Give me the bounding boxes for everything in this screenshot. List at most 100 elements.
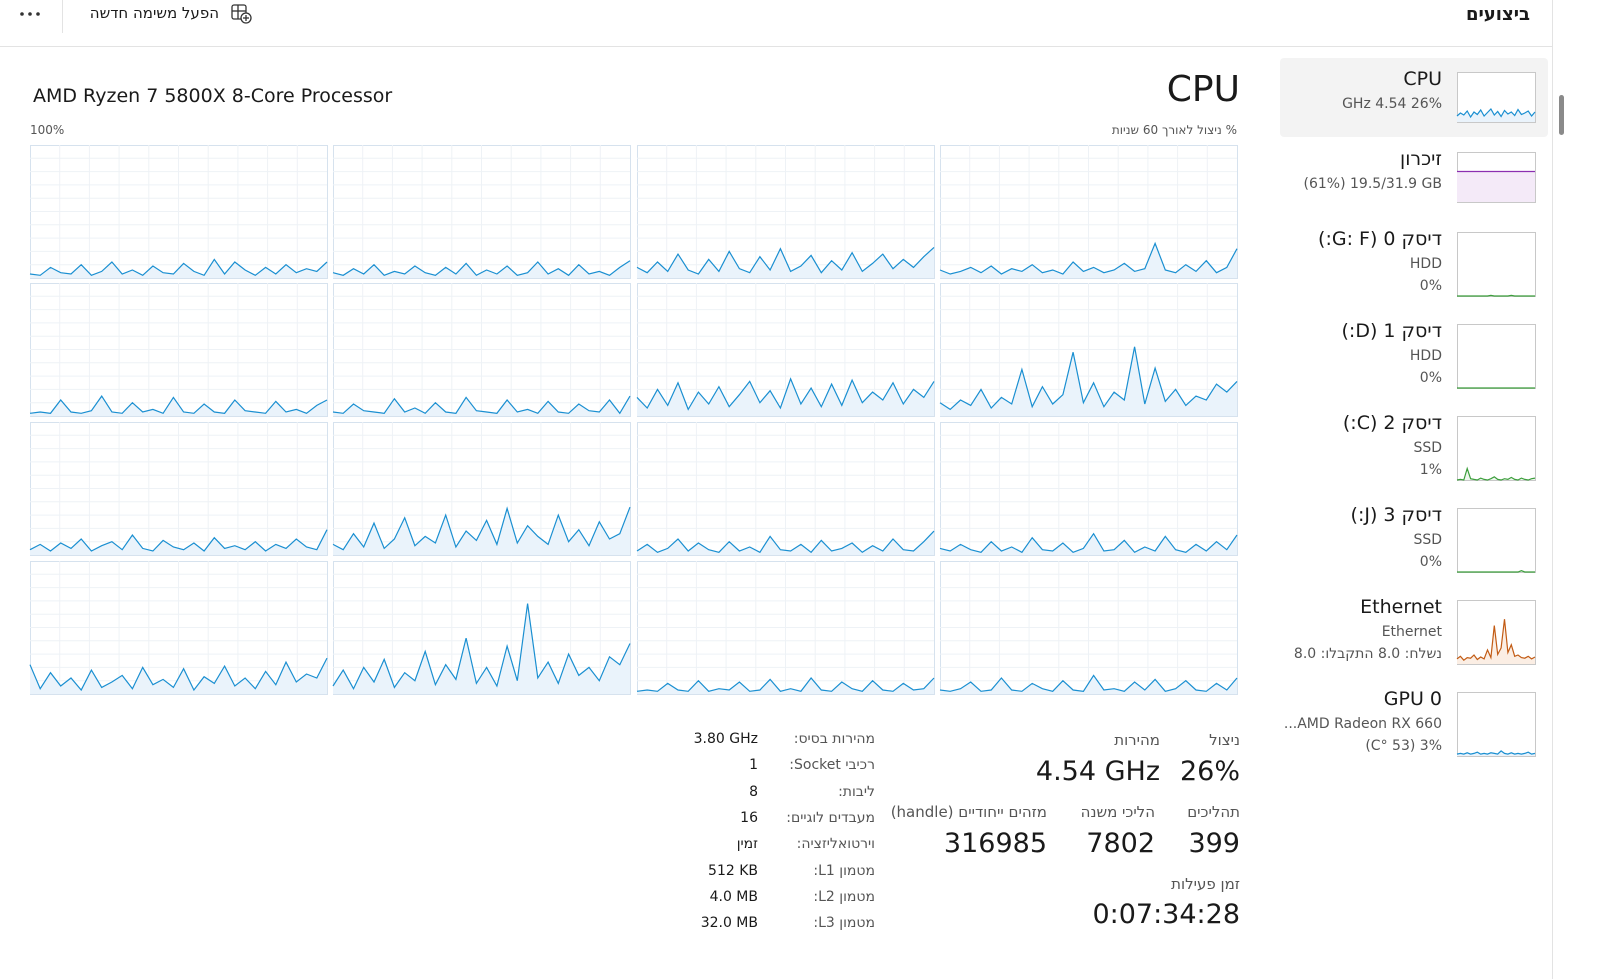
graph-line	[332, 603, 631, 691]
item-detail[interactable]: (61%) 19.5/31.9 GB	[1303, 176, 1442, 192]
item-name[interactable]: CPU	[1403, 68, 1442, 90]
graph-area	[940, 243, 1237, 278]
graph-area	[1457, 109, 1535, 122]
graph-area	[333, 260, 630, 278]
graph-frame	[1457, 324, 1536, 389]
graph-line	[1456, 750, 1536, 755]
graph-area	[1457, 171, 1535, 202]
graph-line	[332, 395, 631, 415]
item-detail[interactable]: 0%	[1419, 278, 1442, 294]
uptime-label: זמן פעילות	[1171, 875, 1240, 893]
graph-area	[637, 247, 934, 278]
graph-line	[332, 260, 631, 277]
spec-value: 1	[749, 757, 758, 774]
graph-line	[29, 395, 328, 415]
uptime-value: 0:07:34:28	[1092, 899, 1240, 930]
graph-line	[1456, 619, 1536, 662]
new-task-button[interactable]: הפעל משימה חדשה	[89, 4, 219, 22]
handles-label: מזהים ייחודיים (handle)	[890, 803, 1047, 821]
graph-area	[637, 378, 934, 416]
speed-label: מהירות	[1114, 731, 1160, 749]
graph-line	[939, 346, 1238, 411]
item-detail[interactable]: AMD Radeon RX 660...	[1283, 716, 1442, 732]
item-name[interactable]: GPU 0	[1383, 688, 1442, 710]
spec-label: מטמון L1:	[813, 862, 875, 879]
item-name[interactable]: דיסק 3 (J:)	[1350, 504, 1442, 526]
item-detail[interactable]: SSD	[1413, 440, 1442, 456]
graph-area	[637, 678, 934, 694]
item-name[interactable]: זיכרון	[1400, 148, 1442, 170]
item-detail[interactable]: נשלח: 8.0 התקבלו: 8.0	[1293, 646, 1442, 662]
spec-label: רכיבי Socket:	[789, 757, 875, 774]
graph-area	[637, 531, 934, 555]
processes-label: תהליכים	[1187, 803, 1240, 821]
threads-value: 7802	[1086, 828, 1155, 859]
graph-line	[939, 674, 1238, 692]
graph-line	[29, 529, 328, 552]
util-label: ניצול	[1209, 731, 1240, 749]
processes-value: 399	[1188, 828, 1240, 859]
spec-label: וירטואליזציה:	[796, 836, 875, 853]
graph-area	[30, 658, 327, 694]
graph-frame	[1457, 232, 1536, 297]
item-detail[interactable]: Ethernet	[1381, 624, 1442, 640]
item-detail[interactable]: SSD	[1413, 532, 1442, 548]
spec-label: מעבדים לוגיים:	[786, 809, 875, 826]
graph-frame	[1457, 508, 1536, 573]
spec-value: 4.0 MB	[709, 888, 758, 905]
graph-line	[636, 246, 935, 275]
cpu-title: CPU	[1166, 69, 1240, 110]
spec-value: 16	[740, 809, 758, 826]
item-detail[interactable]: 26% 4.54 GHz	[1342, 96, 1442, 112]
graph-area	[30, 529, 327, 555]
graph-line	[939, 532, 1238, 554]
graphs	[29, 72, 1536, 757]
graph-line	[1457, 294, 1535, 297]
item-detail[interactable]: 0%	[1419, 554, 1442, 570]
item-name[interactable]: דיסק 1 (D:)	[1341, 320, 1443, 342]
threads-label: הליכי משנה	[1080, 803, 1155, 821]
graph-area	[1457, 750, 1535, 756]
graph-frame	[1457, 416, 1536, 481]
spec-label: ליבות:	[838, 783, 875, 800]
item-name[interactable]: Ethernet	[1360, 596, 1442, 618]
graph-line	[1456, 466, 1536, 481]
new-task-icon[interactable]	[231, 4, 252, 24]
spec-value: זמין	[736, 836, 758, 853]
more-button[interactable]	[20, 12, 40, 16]
item-detail[interactable]: 0%	[1419, 370, 1442, 386]
item-detail[interactable]: HDD	[1409, 256, 1442, 272]
item-detail[interactable]: HDD	[1409, 348, 1442, 364]
graph-line	[636, 377, 935, 411]
graph-line	[636, 677, 935, 692]
handles-value: 316985	[943, 828, 1047, 859]
graph-area	[1457, 468, 1535, 480]
util-axis-label: % ניצול לאורך 60 שניות	[1111, 123, 1237, 137]
spec-label: מטמון L3:	[813, 915, 875, 932]
graph-line	[332, 506, 631, 551]
graph-area	[940, 346, 1237, 416]
spec-value: 32.0 MB	[700, 915, 758, 932]
item-detail[interactable]: 3% (53 °C)	[1365, 738, 1442, 754]
spec-label: מהירות בסיס:	[793, 731, 875, 747]
graph-line	[636, 530, 935, 554]
graph-line	[1456, 108, 1536, 119]
spec-value: 8	[749, 783, 758, 800]
cpu-model: AMD Ryzen 7 5800X 8-Core Processor	[33, 85, 393, 107]
spec-value: 3.80 GHz	[693, 731, 758, 747]
graph-frame	[1457, 692, 1536, 757]
util-value: 26%	[1179, 756, 1240, 787]
item-name[interactable]: דיסק 0 (G: F:)	[1318, 228, 1442, 250]
item-name[interactable]: דיסק 2 (C:)	[1342, 412, 1442, 434]
page-title: ביצועים	[1465, 4, 1530, 25]
item-detail[interactable]: 1%	[1419, 462, 1442, 478]
max-axis-label: 100%	[30, 123, 65, 137]
spec-value: 512 KB	[708, 862, 758, 879]
graph-area	[940, 675, 1237, 694]
scrollbar-thumb[interactable]	[1559, 95, 1564, 135]
spec-label: מטמון L2:	[813, 888, 875, 905]
graph-line	[29, 258, 328, 277]
graph-area	[940, 533, 1237, 555]
